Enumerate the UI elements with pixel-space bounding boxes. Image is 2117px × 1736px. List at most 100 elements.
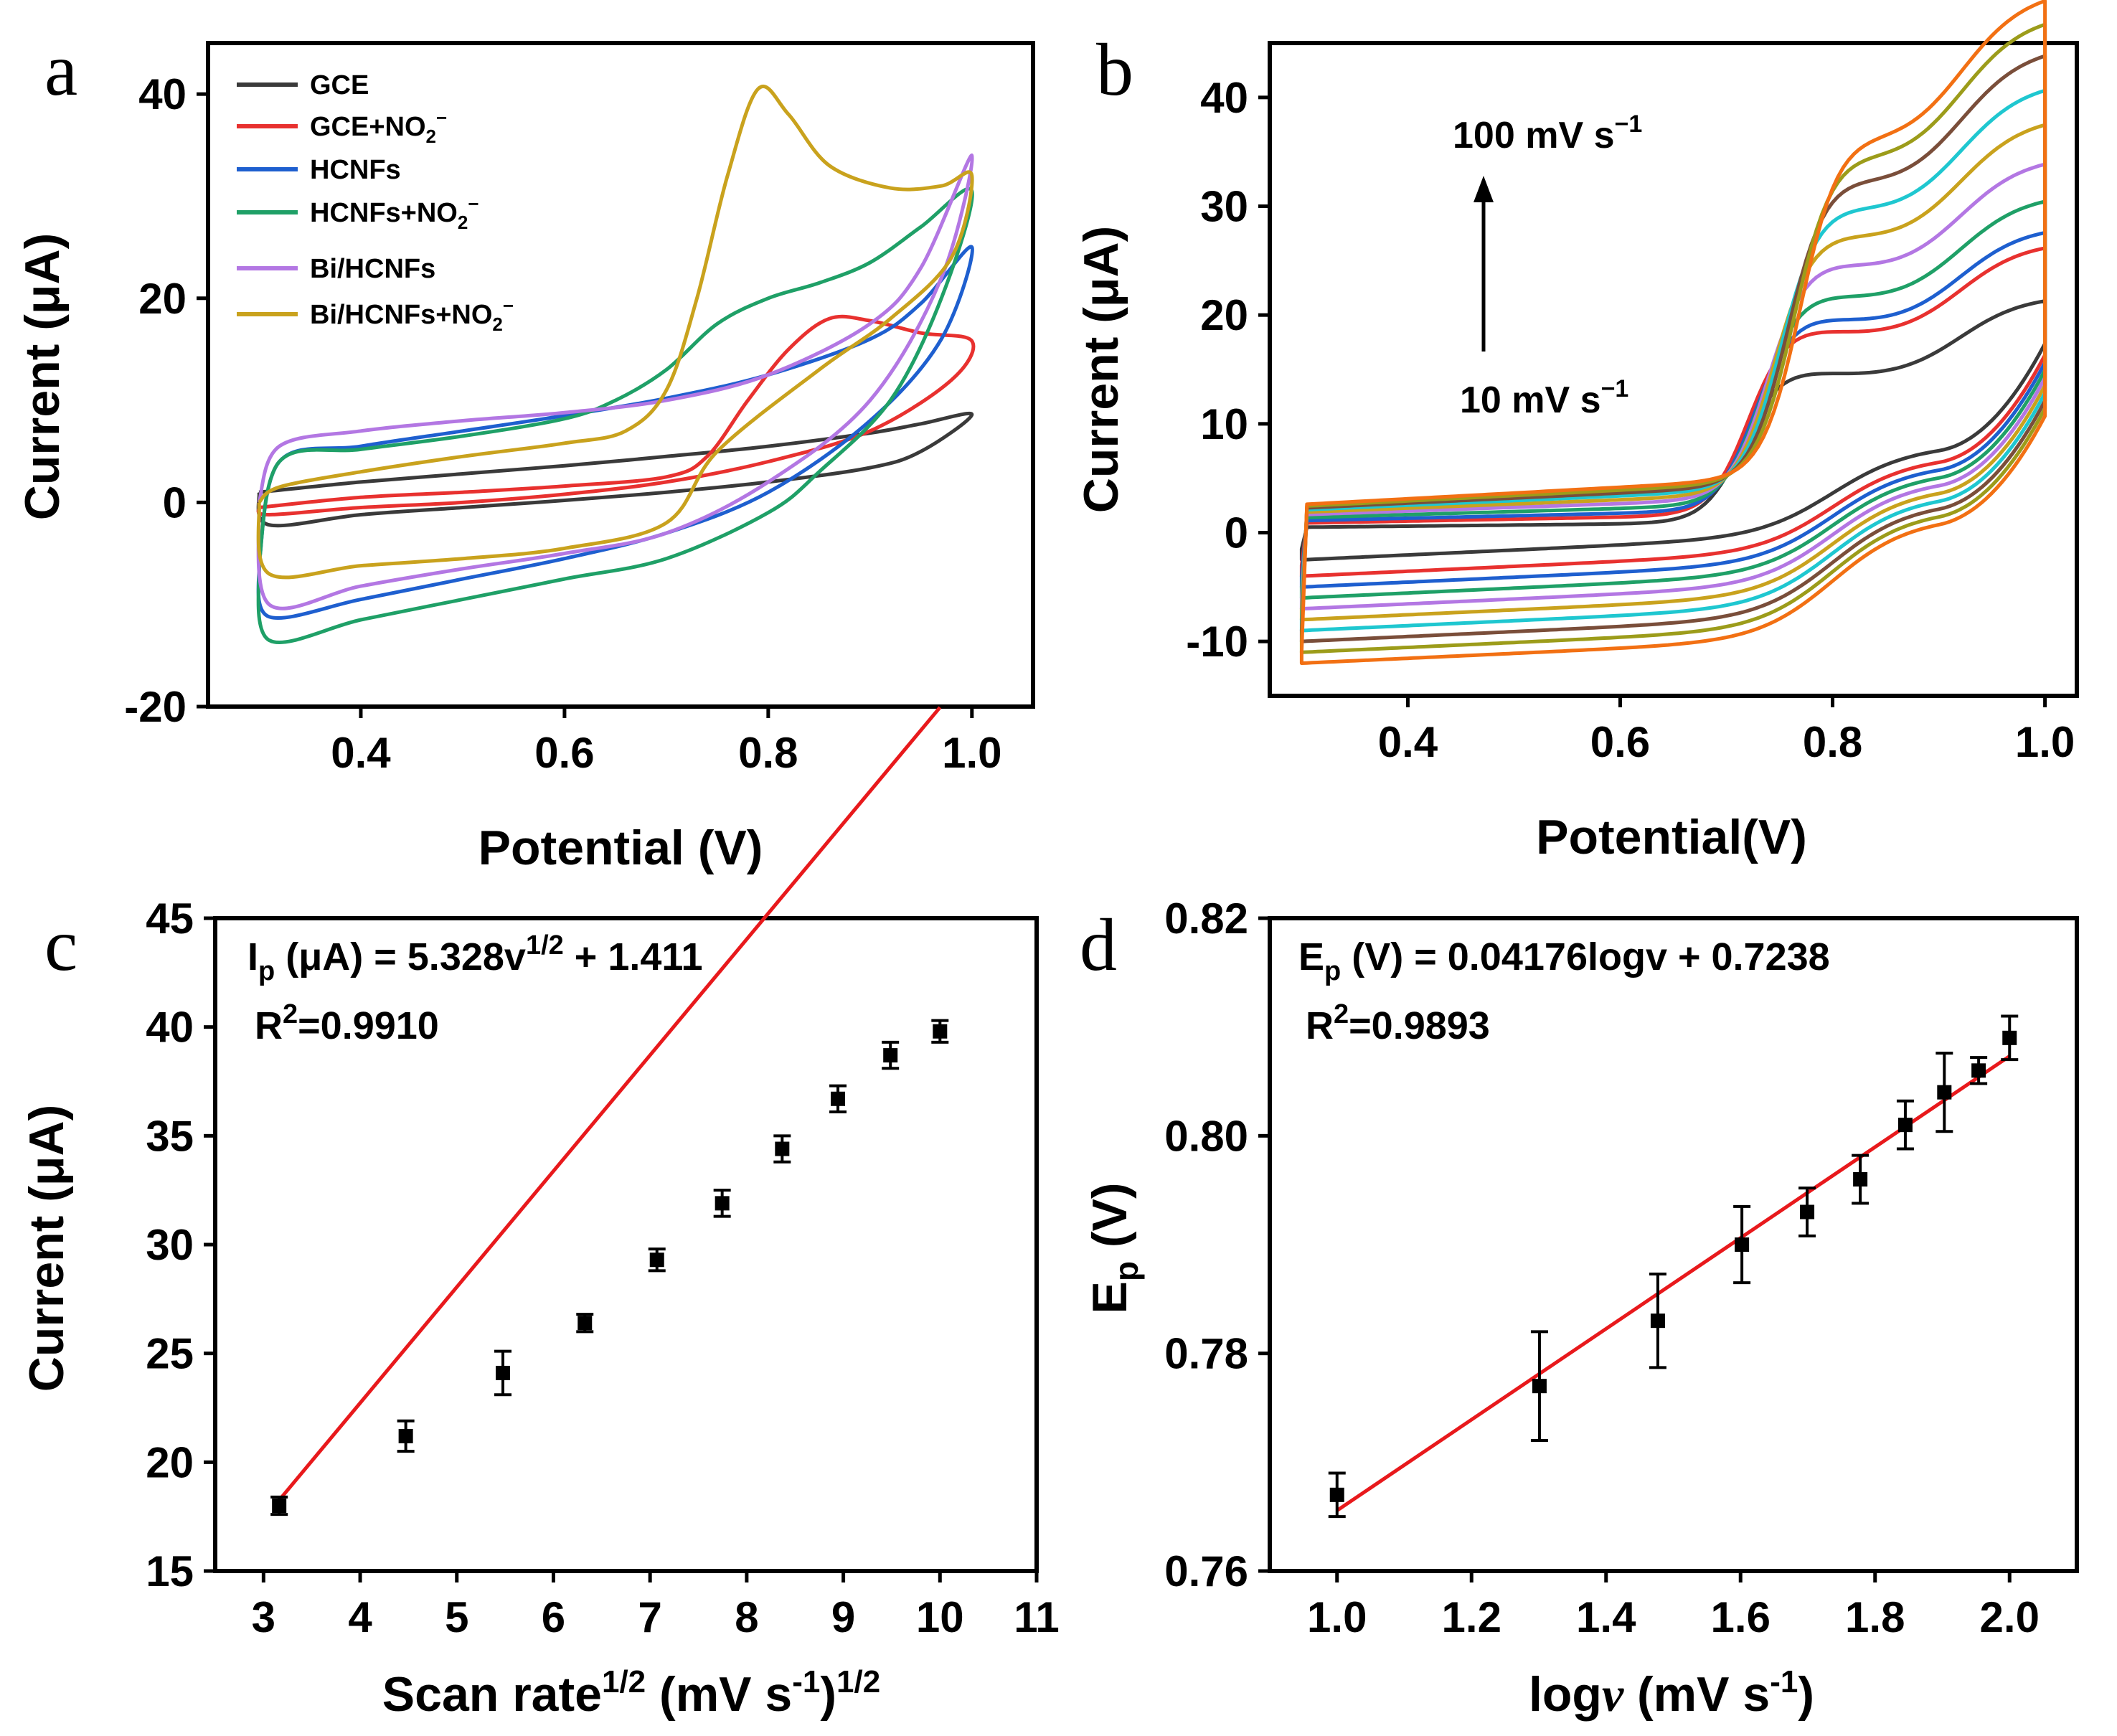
data-point-d [1853,1172,1868,1187]
y-tick-label-c: 45 [146,895,194,943]
plot-frame-b [1268,41,2079,698]
arrow-head-icon [1474,176,1494,202]
panel-a: a 0.4 0.6 0.8 1.0 -20 0 20 40 GCE GCE+NO2− HCNF… [15,29,1035,875]
y-tick-label-b: 20 [1200,291,1248,339]
x-tick-label-d: 1.2 [1442,1593,1501,1641]
data-point-c [933,1024,948,1039]
cv-curve-b-6 [1299,88,2047,633]
x-tick-label-c: 4 [348,1593,372,1641]
r-squared-d: R2=0.9893 [1306,999,1490,1047]
x-tick-label-d: 2.0 [1980,1593,2040,1641]
cv-curve-a-1 [256,314,976,516]
data-point-d [1937,1085,1952,1100]
y-tick-label-a: 0 [163,478,187,527]
x-tick-label-d: 1.4 [1576,1593,1636,1641]
data-point-c [272,1499,287,1513]
fit-line-c [278,706,942,1501]
r-squared-c: R2=0.9910 [255,999,439,1047]
x-tick-label-b: 0.4 [1378,718,1438,766]
y-tick-label-a: -20 [124,683,187,731]
panel-d: d 1.0 1.2 1.4 1.6 1.8 2.0 0.76 0.78 0.80 0.82 Ep … [1080,895,2079,1722]
y-tick-label-d: 0.76 [1164,1547,1248,1595]
curves-b [1299,0,2047,665]
y-tick-label-c: 30 [146,1221,194,1269]
legend-item: GCE [237,70,369,100]
data-point-c [831,1091,846,1106]
scan-rate-annotation: 100 mV s−1 10 mV s−1 [1453,110,1642,421]
x-tick-label-c: 9 [831,1593,855,1641]
data-point-c [883,1048,898,1063]
axis-ticks-d: 1.0 1.2 1.4 1.6 1.8 2.0 0.76 0.78 0.80 0.82 [1164,895,2040,1641]
x-tick-label-c: 11 [1014,1593,1059,1641]
annotation-10-mv: 10 mV s−1 [1460,375,1628,421]
legend-item: GCE+NO2− [237,107,447,147]
x-tick-label-c: 8 [735,1593,758,1641]
x-tick-label-a: 0.6 [534,729,594,777]
data-point-c [775,1141,790,1156]
plot-frame-d [1268,916,2079,1573]
equation-c: Ip (μA) = 5.328v1/2 + 1.411 [247,930,702,986]
legend-label-hcnfs: HCNFs [310,155,401,185]
data-point-c [715,1196,730,1211]
equation-d: Ep (V) = 0.04176logv + 0.7238 [1298,935,1830,986]
data-point-d [1735,1237,1750,1252]
data-point-d [2002,1030,2017,1045]
y-tick-label-b: 0 [1225,509,1248,557]
legend-item: HCNFs+NO2− [237,193,479,233]
data-point-c [496,1365,511,1380]
legend-label-hcnfs-no2: HCNFs+NO2− [310,193,479,233]
panel-letter-a: a [44,29,77,111]
legend-label-bi-hcnfs-no2: Bi/HCNFs+NO2− [310,295,514,335]
data-point-d [1971,1063,1986,1078]
curves-a [256,85,976,645]
x-axis-label-d: logν (mV s-1) [1529,1664,1814,1722]
y-tick-label-d: 0.82 [1164,895,1248,943]
x-tick-label-c: 7 [638,1593,661,1641]
cv-curve-b-3 [1299,199,2047,600]
y-tick-label-b: 40 [1200,74,1248,122]
legend-label-gce: GCE [310,70,369,100]
data-point-c [577,1316,593,1331]
data-point-d [1532,1379,1547,1394]
cv-curve-a-0 [256,412,974,528]
legend-item: HCNFs [237,155,401,185]
y-tick-label-c: 40 [146,1004,194,1052]
y-tick-label-b: -10 [1186,618,1248,666]
data-point-d [1650,1313,1665,1329]
x-axis-label-b: Potential(V) [1536,810,1807,864]
y-tick-label-c: 20 [146,1438,194,1486]
annotation-100-mv: 100 mV s−1 [1453,110,1642,156]
panel-letter-c: c [44,904,77,986]
x-tick-label-d: 1.8 [1845,1593,1905,1641]
data-point-d [1800,1204,1815,1220]
y-axis-label-a: Current (μA) [15,233,70,520]
data-point-c [398,1428,413,1443]
plot-frame-a [206,41,1035,709]
y-tick-label-d: 0.78 [1164,1330,1248,1378]
x-tick-label-c: 10 [916,1593,964,1641]
data-point-c [649,1253,664,1268]
fit-line-d [1336,1055,2011,1512]
y-tick-label-b: 30 [1200,183,1248,231]
y-tick-label-d: 0.80 [1164,1112,1248,1160]
x-tick-label-a: 0.4 [331,729,391,777]
x-tick-label-c: 6 [542,1593,565,1641]
data-points-d [1328,1014,2019,1519]
x-tick-label-a: 1.0 [942,729,1001,777]
cv-curve-b-5 [1299,123,2047,622]
data-point-d [1329,1487,1344,1502]
x-tick-label-d: 1.0 [1307,1593,1367,1641]
legend-label-bi-hcnfs: Bi/HCNFs [310,254,435,284]
x-tick-label-c: 3 [252,1593,275,1641]
y-tick-label-c: 25 [146,1330,194,1378]
panel-b: b 0.4 0.6 0.8 1.0 -10 0 10 20 30 40 100 mV s−1 10… [1074,0,2079,864]
cv-curve-b-9 [1299,0,2047,665]
y-tick-label-c: 15 [146,1547,194,1595]
x-axis-label-c: Scan rate1/2 (mV s-1)1/2 [382,1664,880,1722]
legend-a: GCE GCE+NO2− HCNFs HCNFs+NO2− Bi/HCNFs B… [237,70,514,335]
y-axis-label-b: Current (μA) [1074,226,1128,513]
x-tick-label-b: 1.0 [2015,718,2075,766]
